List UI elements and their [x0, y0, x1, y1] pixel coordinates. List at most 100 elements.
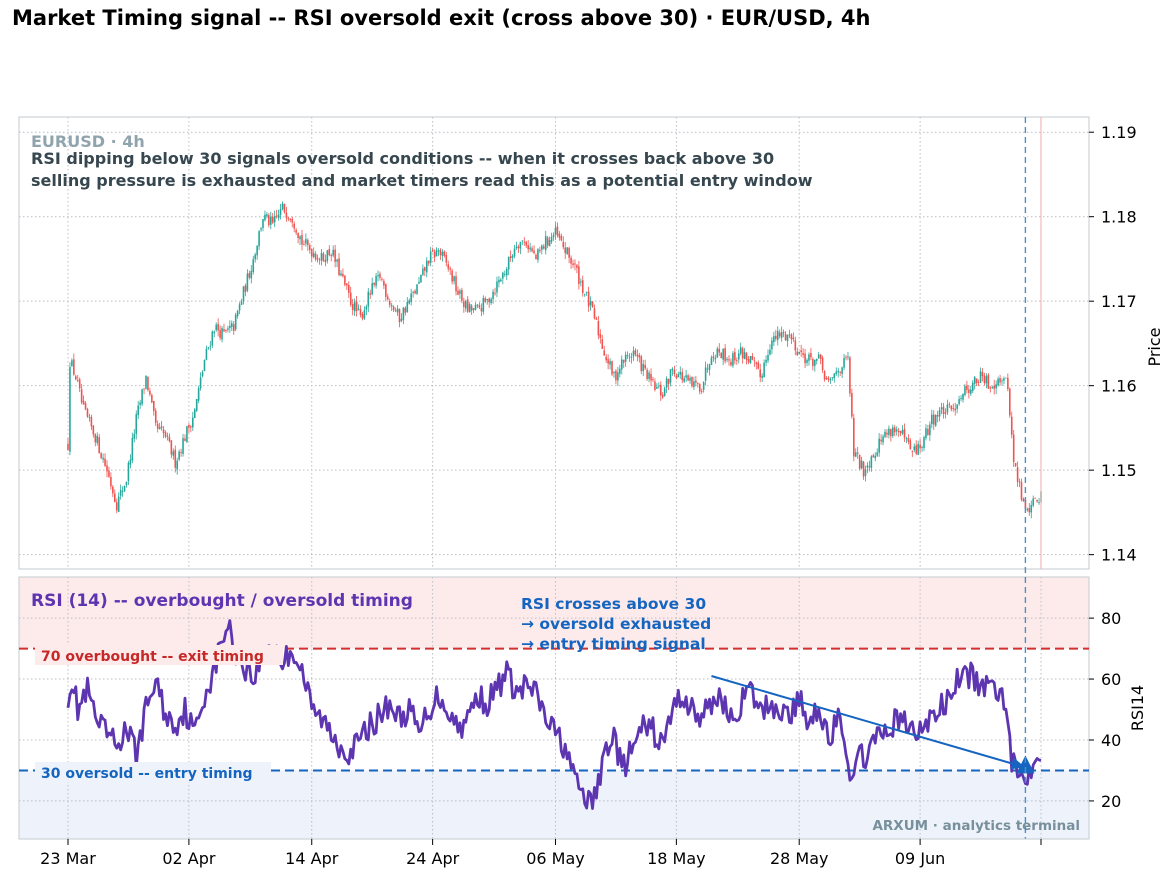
candle-body	[525, 241, 528, 246]
candle-body	[1026, 509, 1029, 511]
candle-body	[414, 290, 416, 294]
candle-body	[546, 237, 549, 246]
candle-body	[921, 447, 923, 448]
candle-body	[925, 428, 927, 439]
candle-body	[950, 405, 953, 410]
candle-body	[566, 247, 568, 254]
candle-body	[702, 382, 705, 390]
candle-body	[677, 373, 680, 378]
candle-body	[843, 357, 845, 368]
candle-body	[905, 438, 908, 439]
candle-body	[386, 296, 389, 300]
candle-body	[496, 281, 498, 293]
candle-body	[147, 376, 149, 391]
candle-body	[619, 368, 621, 374]
price-annotation-line-1: RSI dipping below 30 signals oversold co…	[31, 149, 774, 168]
candle-body	[342, 273, 344, 277]
candle-body	[884, 431, 886, 437]
candle-body	[765, 359, 767, 363]
candle-body	[552, 234, 555, 237]
candle-body	[876, 452, 879, 456]
candle-body	[392, 306, 395, 310]
candle-body	[398, 309, 401, 323]
candle-body	[1030, 505, 1033, 513]
candle-body	[737, 353, 740, 360]
candle-body	[658, 385, 660, 387]
candle-body	[615, 370, 617, 381]
x-tick-label: 02 Apr	[162, 849, 216, 868]
candle-body	[642, 363, 645, 372]
x-axis: 23 Mar 02 Apr 14 Apr 24 Apr 06 May 18 May 28 M…	[19, 838, 1089, 868]
candle-body	[632, 350, 635, 357]
candle-body	[946, 404, 949, 413]
candle-body	[835, 371, 838, 374]
candle-body	[948, 404, 951, 406]
candle-body	[494, 292, 496, 294]
candle-body	[790, 334, 793, 340]
candle-body	[252, 259, 255, 273]
candle-body	[964, 386, 966, 395]
candle-body	[681, 372, 684, 381]
candle-body	[334, 249, 336, 262]
candle-body	[190, 426, 192, 428]
candle-body	[281, 203, 284, 210]
candle-body	[866, 465, 869, 468]
candle-body	[704, 367, 707, 381]
candle-body	[993, 385, 996, 389]
candle-body	[402, 307, 405, 320]
candle-body	[349, 292, 352, 305]
candle-body	[507, 257, 510, 270]
candle-body	[361, 313, 364, 319]
candle-body	[847, 356, 849, 358]
candle-body	[488, 298, 490, 303]
candle-body	[962, 393, 964, 400]
candle-body	[940, 407, 943, 410]
candle-body	[858, 455, 861, 469]
candle-body	[661, 394, 664, 398]
candle-body	[548, 240, 551, 247]
candle-body	[792, 337, 795, 340]
candle-body	[90, 416, 93, 427]
candle-body	[527, 245, 529, 250]
candle-body	[638, 355, 641, 358]
candle-body	[927, 428, 929, 435]
candle-body	[556, 226, 559, 236]
candle-body	[806, 359, 808, 363]
candle-body	[121, 490, 124, 492]
candle-body	[223, 329, 225, 332]
candle-body	[966, 385, 968, 391]
candle-body	[229, 325, 231, 329]
price-y-axis: 1.14 1.15 1.16 1.17 1.18 1.19	[1089, 123, 1137, 565]
candle-body	[673, 370, 676, 375]
candle-body	[244, 285, 247, 292]
candle-body	[997, 378, 999, 386]
candle-body	[283, 203, 286, 213]
candle-body	[591, 301, 594, 308]
candle-body	[455, 276, 457, 292]
candle-body	[388, 301, 391, 305]
candle-body	[578, 266, 580, 284]
candle-body	[71, 360, 73, 366]
candle-body	[156, 423, 159, 429]
candle-body	[739, 347, 742, 354]
candle-body	[139, 402, 141, 405]
candle-body	[1036, 499, 1038, 502]
overbought-label: 70 overbought -- exit timing	[35, 645, 283, 665]
candle-body	[710, 357, 713, 365]
rsi-y-tick-label: 20	[1101, 792, 1121, 811]
candle-body	[730, 361, 732, 366]
candle-body	[1034, 497, 1036, 499]
candle-body	[800, 350, 802, 353]
candle-body	[443, 251, 446, 256]
candle-body	[230, 323, 233, 327]
candle-body	[164, 432, 167, 437]
candle-body	[706, 368, 709, 370]
candle-body	[827, 377, 830, 380]
candle-body	[667, 378, 670, 385]
price-y-tick-label: 1.17	[1101, 292, 1137, 311]
overbought-label-text: 70 overbought -- exit timing	[41, 649, 264, 665]
price-annotation-line-2: selling pressure is exhausted and market…	[31, 171, 813, 190]
candle-body	[917, 443, 919, 455]
rsi-y-axis: 20 40 60 80	[1089, 609, 1121, 811]
candle-body	[519, 242, 522, 249]
